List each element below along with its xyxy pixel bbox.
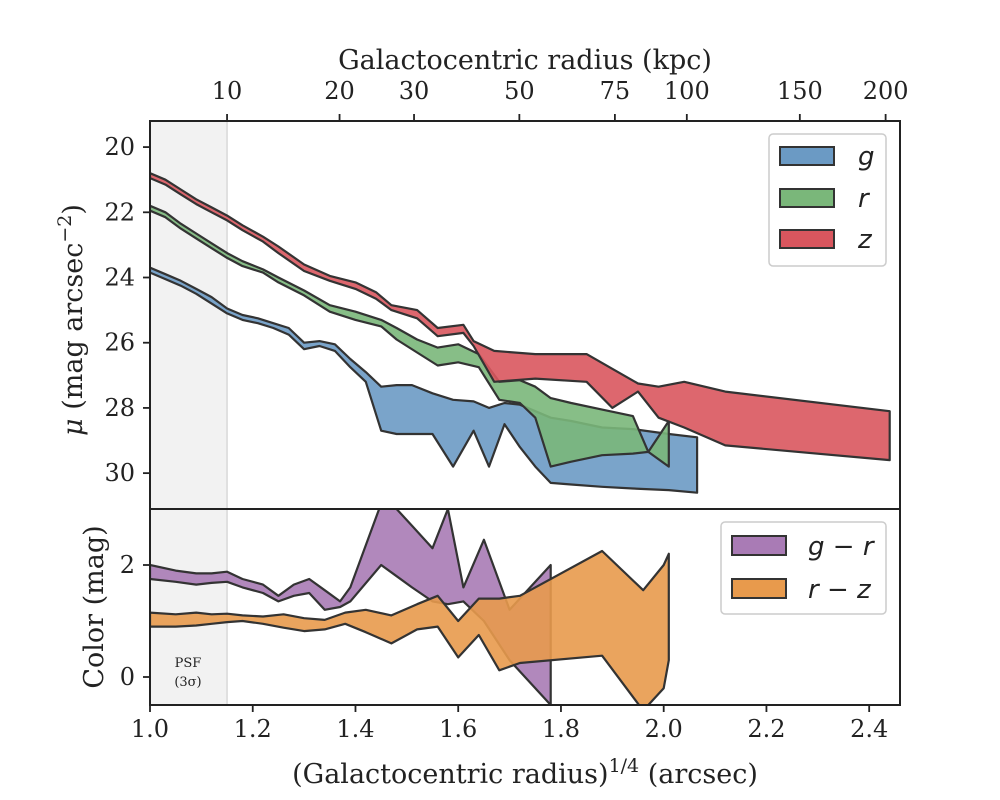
top-x-tick-label: 75 [600,77,631,105]
color-y-tick-label: 2 [120,551,135,579]
color-band-1 [150,549,670,705]
x-tick-label: 1.2 [234,715,272,743]
legend-swatch-g [779,146,835,166]
y-tick-label: 20 [104,133,135,161]
legend-label-r-minus-z: r − z [808,575,872,605]
top-legend: g r z [768,133,887,267]
color-y-tick-label: 0 [120,663,135,691]
bottom-y-axis-label: Color (mag) [79,525,110,688]
legend-swatch-r [779,188,835,208]
axis-ticks: 1.0 1.2 1.4 1.6 1.8 2.0 2.2 2.410 20 30 50 75 100 150… [104,77,908,743]
top-x-tick-label: 10 [212,77,243,105]
color-band-0 [150,509,552,705]
top-y-axis-label: μ (mag arcsec−2) [54,204,89,436]
y-tick-label: 24 [104,264,135,292]
bottom-legend: g − r r − z [720,521,887,615]
bottom-panel-frame [149,508,901,706]
y-tick-label: 22 [104,198,135,226]
psf-shaded-region-top [150,121,228,509]
legend-swatch-r-minus-z [731,578,787,599]
x-axis-label: (Galactocentric radius)1/4 (arcsec) [292,755,758,790]
legend-swatch-z [779,229,835,249]
mu-band-2 [150,172,891,462]
legend-swatch-g-minus-r [731,535,787,556]
legend-label-z: z [857,225,873,255]
y-tick-label: 30 [104,459,135,487]
legend-label-r: r [858,184,871,214]
mu-band-1 [150,204,670,468]
top-x-axis-label: Galactocentric radius (kpc) [338,45,712,76]
color-bands [150,509,670,705]
psf-sigma-label: (3σ) [174,675,201,690]
top-x-tick-label: 30 [399,77,430,105]
y-tick-label: 26 [104,329,135,357]
top-x-tick-label: 100 [664,77,710,105]
x-tick-label: 2.4 [850,715,888,743]
surface-brightness-bands [150,172,891,494]
x-tick-label: 1.4 [336,715,374,743]
top-x-tick-label: 20 [324,77,355,105]
x-tick-label: 1.0 [131,715,169,743]
y-tick-label: 28 [104,394,135,422]
psf-shaded-region-bottom [150,509,228,705]
x-tick-label: 1.8 [542,715,580,743]
psf-label: PSF [175,656,202,671]
top-x-tick-label: 50 [504,77,535,105]
top-x-tick-label: 200 [863,77,909,105]
x-tick-label: 1.6 [439,715,477,743]
x-tick-label: 2.0 [645,715,683,743]
legend-label-g-minus-r: g − r [808,532,876,562]
x-tick-label: 2.2 [747,715,785,743]
top-x-tick-label: 150 [777,77,823,105]
legend-label-g: g [858,142,875,172]
